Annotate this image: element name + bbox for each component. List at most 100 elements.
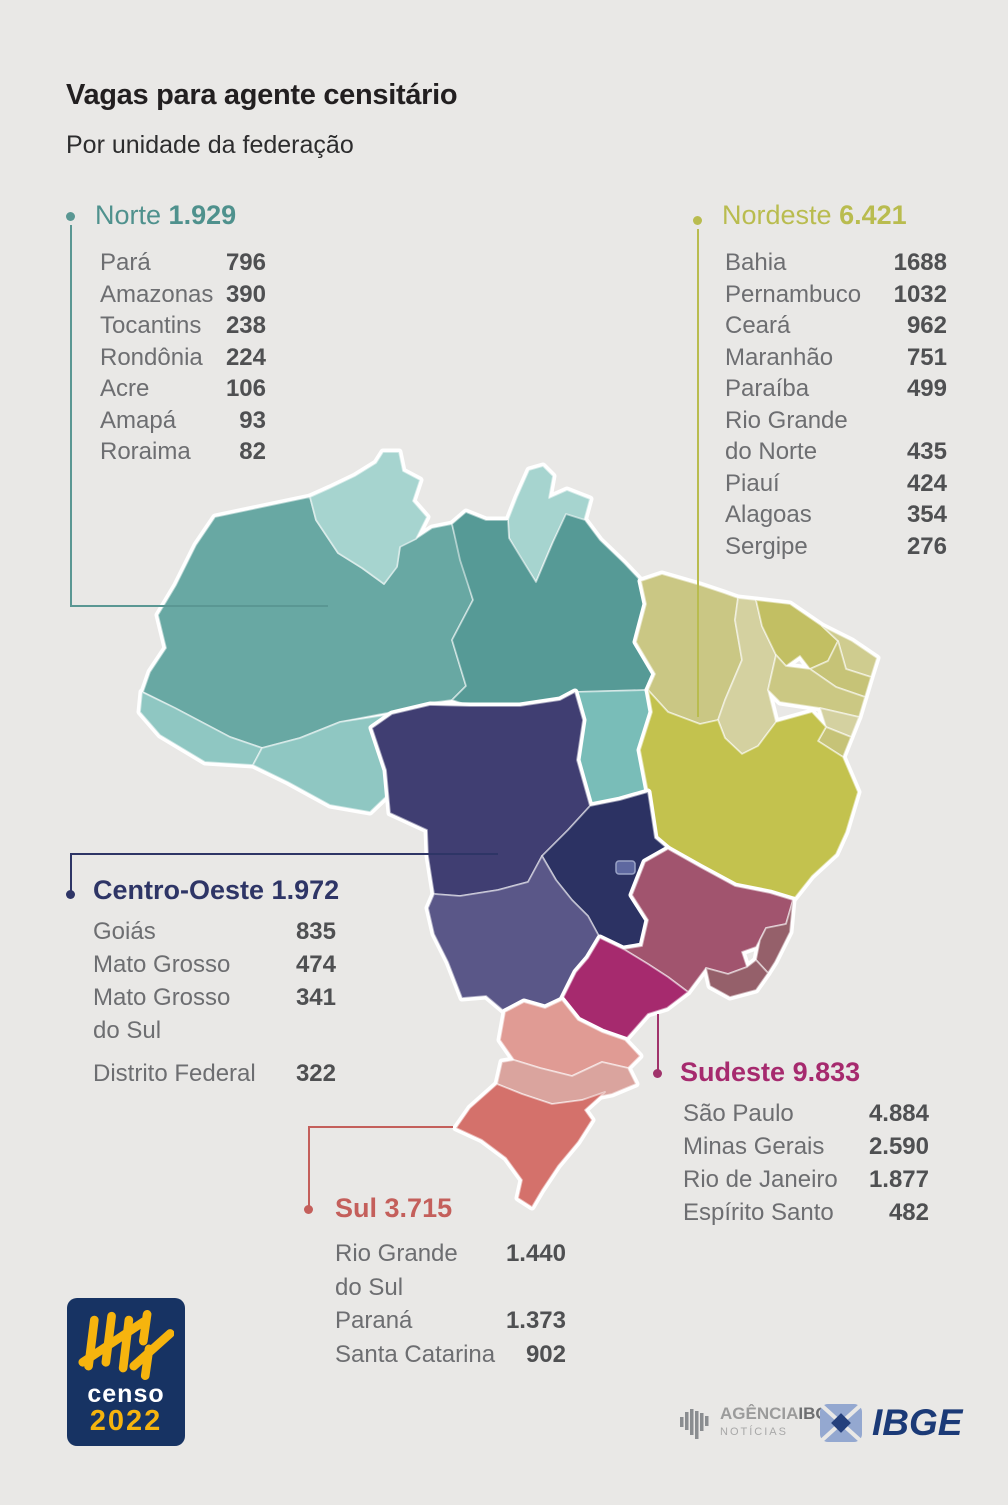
state-row: Alagoas 354 [725, 499, 947, 531]
censo-2022-logo: censo 2022 [67, 1298, 185, 1446]
state-row: Rio de Janeiro 1.877 [683, 1163, 929, 1196]
region-block-centro-oeste: Centro-Oeste 1.972 Goiás 835 Mato Grosso 47… [93, 875, 339, 1087]
region-state-list: Pará 796 Amazonas 390 Tocantins 238 Rondônia 22… [100, 247, 266, 468]
state-value: 276 [906, 532, 947, 560]
state-row: Bahia 1688 [725, 247, 947, 279]
region-total: 1.929 [168, 200, 237, 230]
nordeste-connector-dot [693, 216, 702, 225]
region-total: 3.715 [384, 1193, 453, 1223]
centro-oeste-connector-line [70, 853, 72, 895]
state-row: Espírito Santo 482 [683, 1196, 929, 1229]
state-name: Mato Grosso [93, 951, 231, 978]
state-value: 238 [225, 312, 266, 339]
state-name: Santa Catarina [335, 1340, 496, 1368]
state-row: Tocantins 238 [100, 310, 266, 342]
state-shape-PE [767, 654, 866, 718]
state-value: 354 [906, 501, 947, 528]
state-name: Goiás [93, 918, 156, 945]
state-name: Rondônia [100, 343, 203, 371]
page-subtitle: Por unidade da federação [66, 130, 354, 159]
state-name: São Paulo [683, 1100, 794, 1127]
state-value: 1.440 [505, 1240, 566, 1267]
region-label: Sul [335, 1193, 378, 1223]
region-state-list: Goiás 835 Mato Grosso 474 Mato Grosso do Sul… [93, 915, 336, 1090]
agencia-noticias-label: NOTÍCIAS [720, 1426, 788, 1438]
state-row: Pará 796 [100, 247, 266, 279]
tally-marks-icon [78, 1309, 174, 1381]
region-state-list: São Paulo 4.884 Minas Gerais 2.590 Rio de Ja… [683, 1097, 929, 1229]
state-value: 902 [525, 1340, 566, 1368]
state-name: Maranhão [725, 343, 834, 371]
region-total: 1.972 [271, 875, 340, 905]
state-value: 424 [906, 469, 947, 497]
page-title: Vagas para agente censitário [66, 79, 458, 112]
norte-connector-line [70, 225, 72, 607]
state-row: Santa Catarina 902 [335, 1338, 566, 1372]
state-value: 835 [295, 918, 336, 945]
region-header-sul: Sul 3.715 [335, 1193, 452, 1224]
state-value: 106 [225, 375, 266, 402]
state-name: Piauí [725, 469, 780, 497]
region-label: Norte [95, 200, 162, 230]
region-block-sul: Sul 3.715 Rio Grande do Sul 1.440 Paraná 1.… [335, 1193, 566, 1368]
state-row: Roraima 82 [100, 436, 266, 468]
state-row: Paraná 1.373 [335, 1304, 566, 1338]
ibge-diamond-icon [818, 1402, 864, 1444]
state-value: 1.373 [505, 1307, 566, 1334]
state-row: Sergipe 276 [725, 531, 947, 563]
state-value: 390 [225, 280, 266, 308]
state-row: Acre 106 [100, 373, 266, 405]
region-total: 9.833 [792, 1057, 861, 1087]
state-row: Minas Gerais 2.590 [683, 1130, 929, 1163]
region-state-list: Bahia 1688 Pernambuco 1032 Ceará 962 Maranhão 7… [725, 247, 947, 562]
state-name: Amapá [100, 406, 177, 434]
region-header-norte: Norte 1.929 [95, 200, 236, 231]
region-label: Nordeste [722, 200, 832, 230]
state-shape-RR [309, 451, 428, 585]
ibge-logo: IBGE [818, 1400, 962, 1446]
state-row: São Paulo 4.884 [683, 1097, 929, 1130]
state-value: 962 [906, 312, 947, 339]
state-name: Pará [100, 249, 151, 276]
state-value: 499 [906, 375, 947, 402]
state-row: Goiás 835 [93, 915, 336, 948]
state-name: Espírito Santo [683, 1199, 834, 1226]
state-shape-PA [451, 511, 656, 707]
norte-connector-dot [66, 212, 75, 221]
state-value: 2.590 [868, 1133, 929, 1160]
region-header-centro-oeste: Centro-Oeste 1.972 [93, 875, 339, 906]
state-value: 93 [239, 406, 266, 434]
region-header-nordeste: Nordeste 6.421 [722, 200, 907, 231]
agencia-ibge-logo: AGÊNCIAIBGE NOTÍCIAS [678, 1405, 840, 1441]
region-block-sudeste: Sudeste 9.833 São Paulo 4.884 Minas Gerais… [680, 1057, 929, 1226]
state-row: Paraíba 499 [725, 373, 947, 405]
state-value: 751 [906, 343, 947, 371]
state-row: Ceará 962 [725, 310, 947, 342]
state-name: Rio de Janeiro [683, 1166, 838, 1193]
state-value: 1688 [893, 249, 947, 276]
region-total: 6.421 [839, 200, 907, 230]
state-row: Amazonas 390 [100, 279, 266, 311]
brazil-bars-icon [680, 1409, 709, 1439]
state-name: Pernambuco [725, 280, 862, 308]
state-value: 1032 [893, 280, 947, 308]
region-header-sudeste: Sudeste 9.833 [680, 1057, 860, 1088]
state-name: Paraíba [725, 375, 810, 402]
region-label: Centro-Oeste [93, 875, 265, 905]
censo-year: 2022 [89, 1405, 163, 1437]
state-row: Mato Grosso do Sul 341 [93, 981, 336, 1047]
state-shape-RJ [705, 959, 769, 998]
state-name: Rio Grande do Norte [725, 406, 848, 466]
state-name: Amazonas [100, 280, 214, 308]
state-name: Roraima [100, 438, 191, 465]
state-row: Pernambuco 1032 [725, 279, 947, 311]
state-row: Rondônia 224 [100, 342, 266, 374]
state-value: 341 [295, 984, 336, 1011]
state-name: Bahia [725, 249, 787, 276]
region-block-nordeste: Nordeste 6.421 Bahia 1688 Pernambuco 1032 Ce… [722, 200, 947, 560]
sul-connector-dot [304, 1205, 313, 1214]
state-value: 4.884 [868, 1100, 929, 1127]
state-row: Rio Grande do Sul 1.440 [335, 1237, 566, 1304]
centro-oeste-connector-line [70, 853, 498, 855]
